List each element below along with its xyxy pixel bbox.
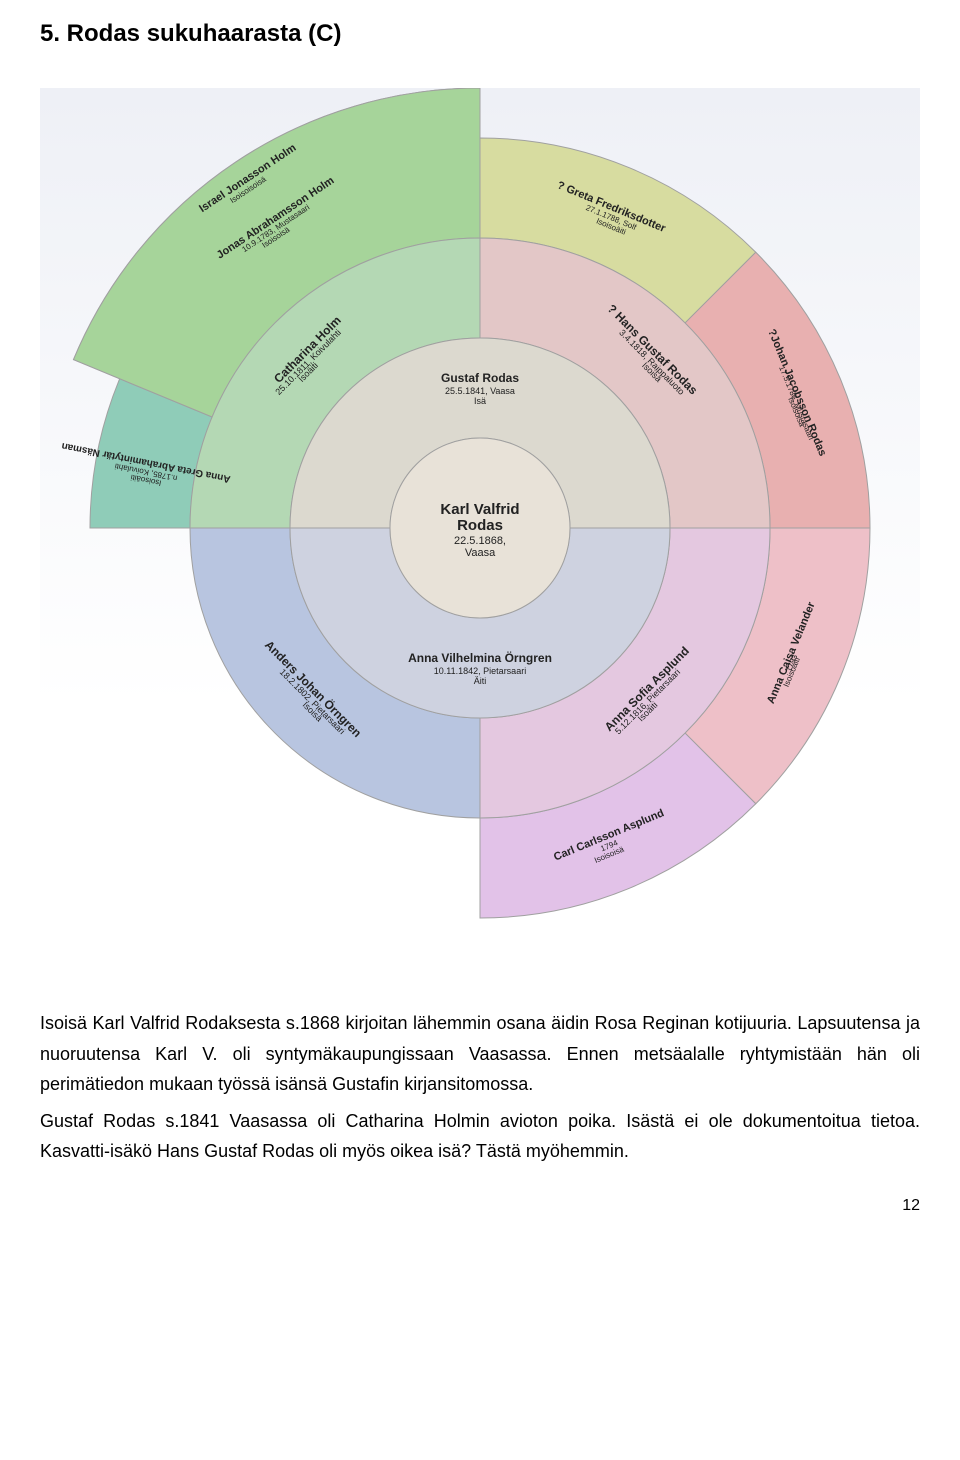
svg-text:25.5.1841, Vaasa: 25.5.1841, Vaasa xyxy=(445,386,515,396)
page-title: 5. Rodas sukuhaarasta (C) xyxy=(40,20,920,48)
svg-text:Anna Vilhelmina Örngren: Anna Vilhelmina Örngren xyxy=(408,650,552,665)
svg-text:Vaasa: Vaasa xyxy=(465,547,496,559)
paragraph-1: Isoisä Karl Valfrid Rodaksesta s.1868 ki… xyxy=(40,1008,920,1100)
page-number: 12 xyxy=(40,1197,920,1215)
svg-text:Gustaf Rodas: Gustaf Rodas xyxy=(441,371,519,385)
fan-chart: Karl ValfridRodas22.5.1868,Vaasa Gustaf R… xyxy=(40,88,920,968)
body-text: Isoisä Karl Valfrid Rodaksesta s.1868 ki… xyxy=(40,1008,920,1167)
svg-text:10.11.1842, Pietarsaari: 10.11.1842, Pietarsaari xyxy=(434,666,526,676)
svg-text:Isä: Isä xyxy=(474,396,486,406)
svg-text:Äiti: Äiti xyxy=(474,676,487,686)
svg-text:Rodas: Rodas xyxy=(457,517,503,534)
paragraph-2: Gustaf Rodas s.1841 Vaasassa oli Cathari… xyxy=(40,1106,920,1167)
svg-text:22.5.1868,: 22.5.1868, xyxy=(454,535,506,547)
svg-text:Karl Valfrid: Karl Valfrid xyxy=(440,501,519,518)
